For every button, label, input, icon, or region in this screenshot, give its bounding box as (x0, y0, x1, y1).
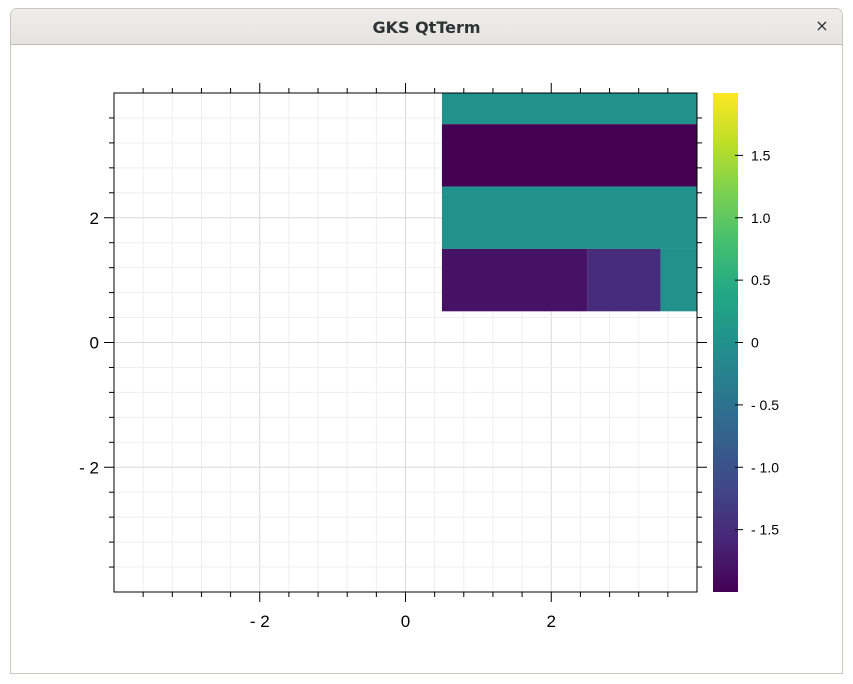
colorbar-tick-label: 0 (751, 335, 759, 351)
y-tick-label: - 2 (79, 458, 99, 477)
heatmap-cell (441, 186, 697, 249)
heatmap-cell (441, 248, 588, 312)
close-icon[interactable]: × (815, 16, 829, 35)
x-tick-label: 2 (547, 612, 556, 631)
y-tick-label: 2 (90, 209, 99, 228)
title-bar: GKS QtTerm × (11, 9, 842, 45)
x-tick-label: 0 (401, 612, 410, 631)
colorbar (713, 93, 738, 592)
colorbar-tick-label: 0.5 (751, 272, 771, 288)
heatmap-cell (441, 93, 697, 125)
colorbar-tick-label: 1.5 (751, 147, 771, 163)
y-tick-label: 0 (90, 334, 99, 353)
colorbar-tick-label: - 1.0 (751, 459, 779, 475)
colorbar-tick-label: - 0.5 (751, 397, 779, 413)
heatmap-cell (660, 248, 697, 312)
app-window: GKS QtTerm × (10, 8, 843, 674)
window-title: GKS QtTerm (372, 18, 481, 37)
heatmap-cell (587, 248, 661, 312)
colorbar-tick-label: - 1.5 (751, 522, 779, 538)
heatmap-cell (441, 124, 697, 187)
x-tick-label: - 2 (250, 612, 270, 631)
colorbar-tick-label: 1.0 (751, 210, 771, 226)
